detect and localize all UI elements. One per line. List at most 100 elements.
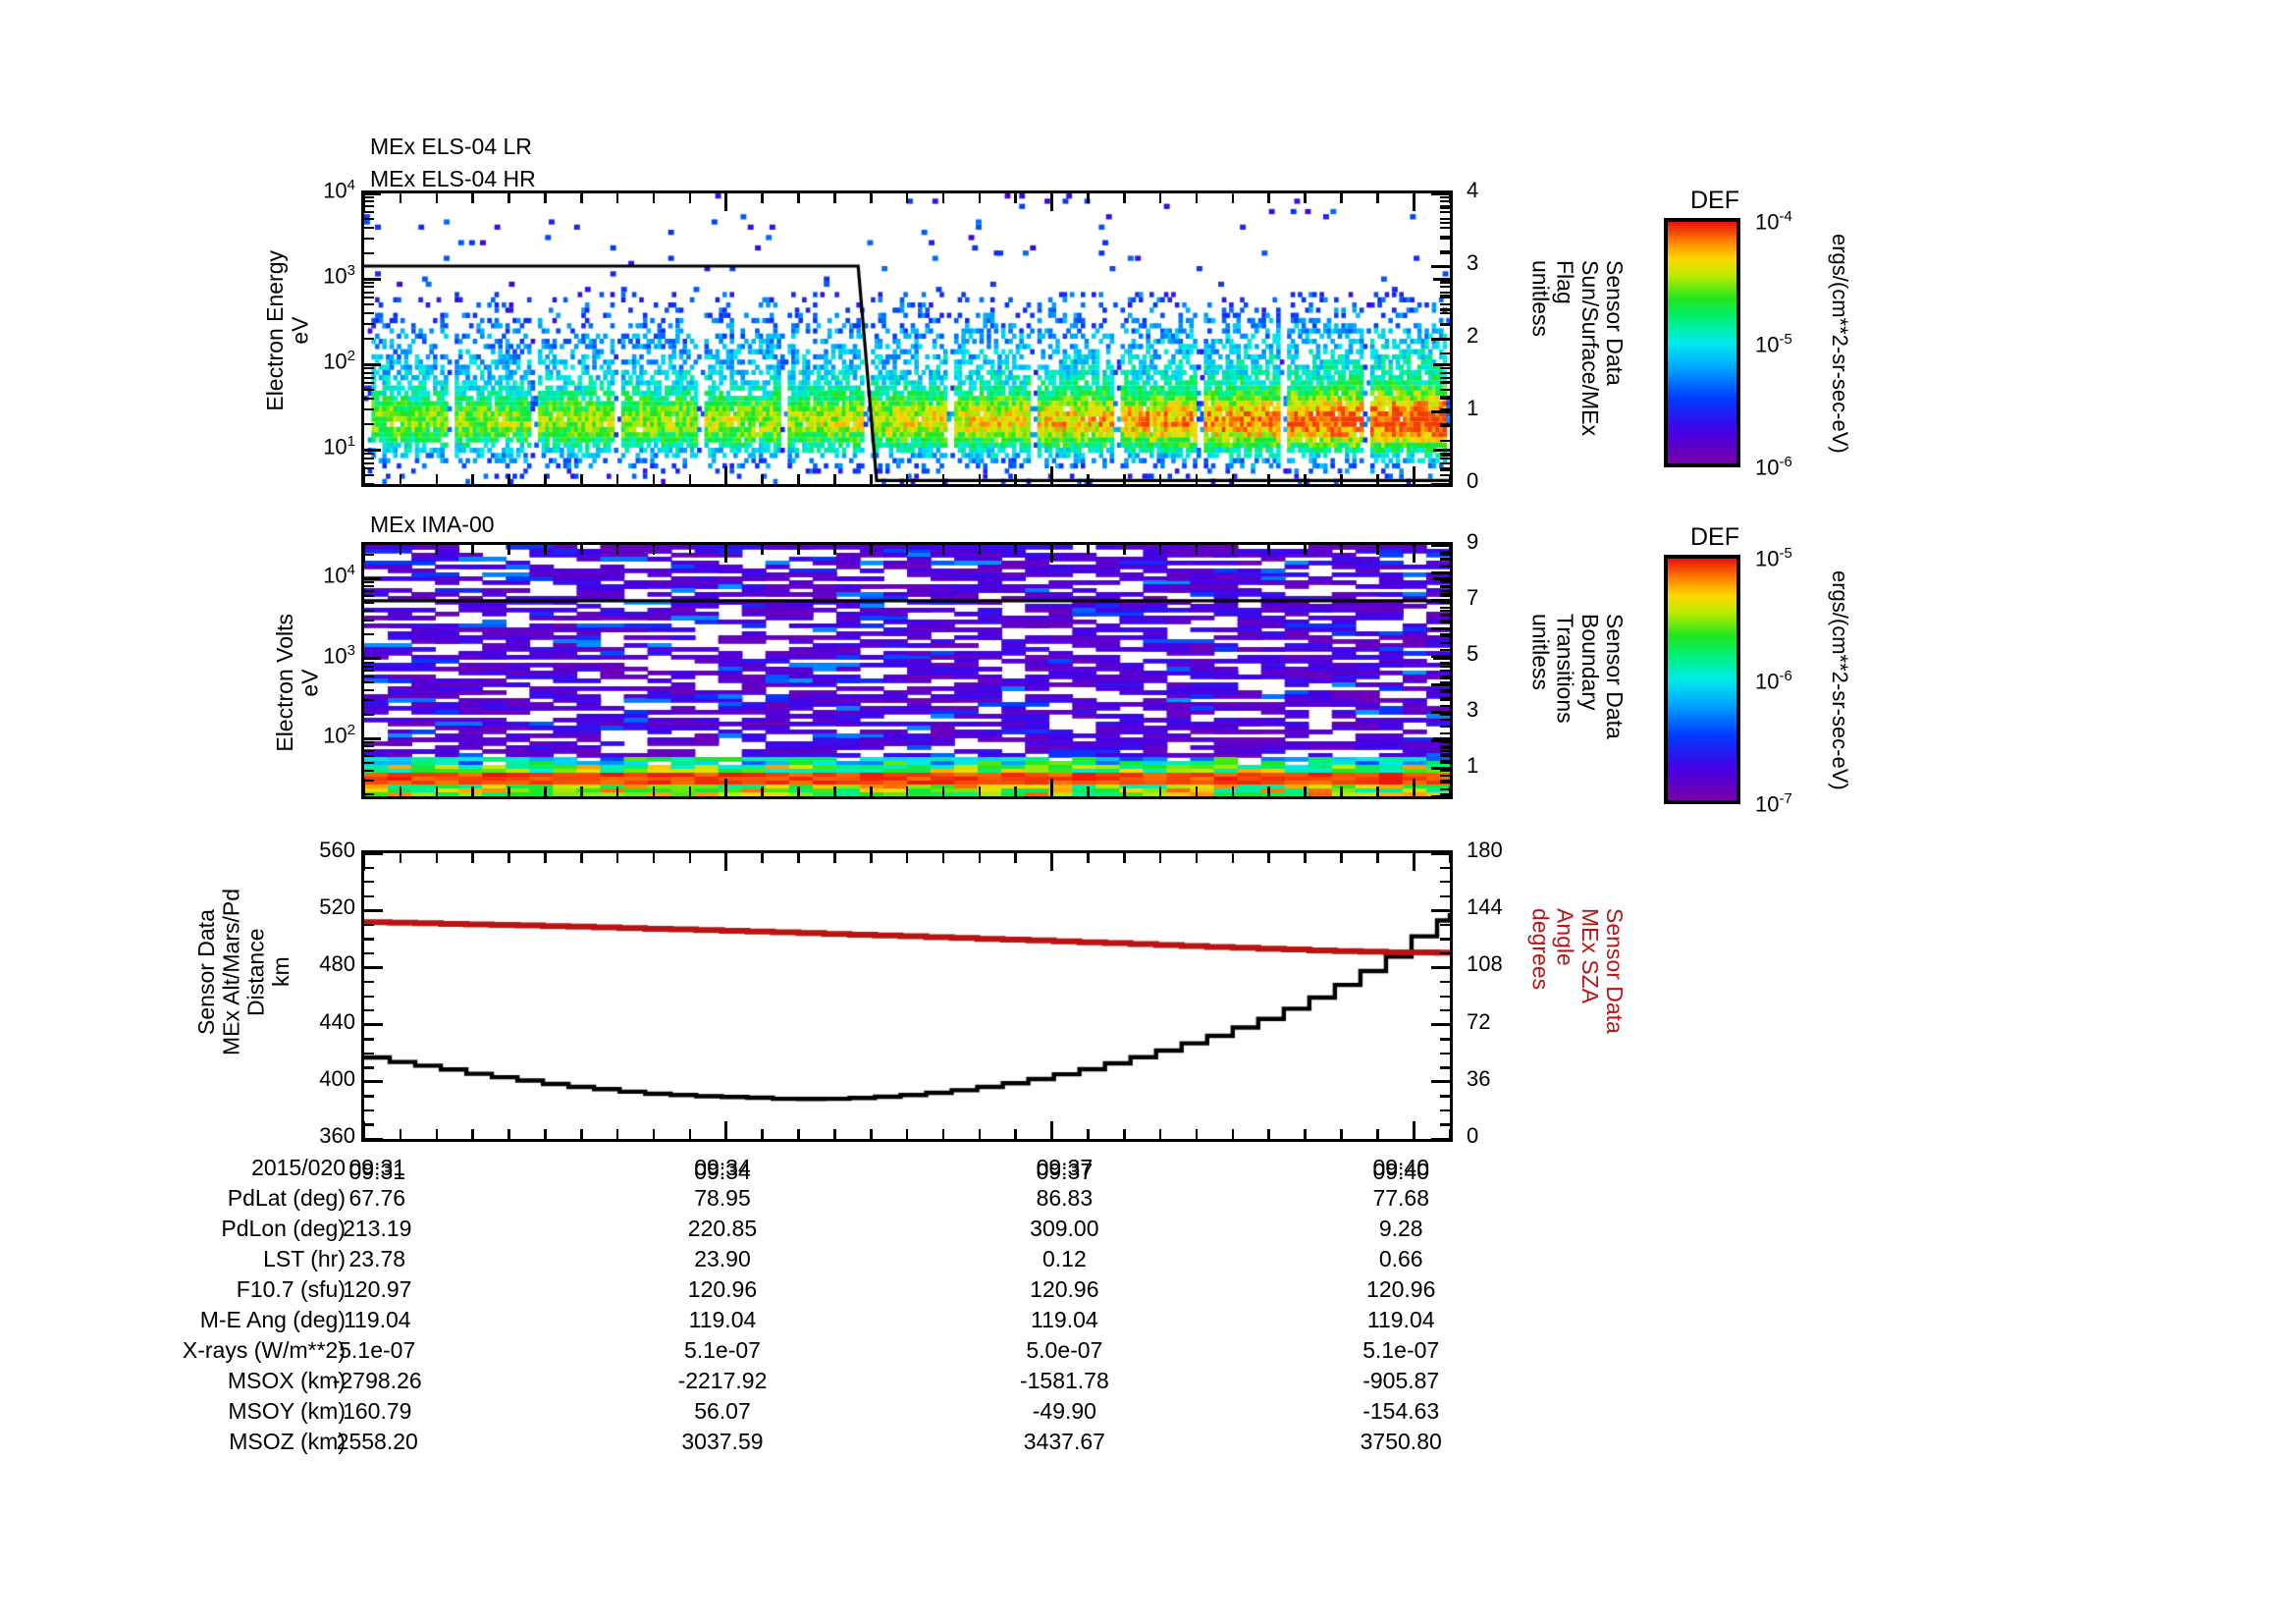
left-tick bbox=[361, 761, 374, 764]
table-cell: 213.19 bbox=[343, 1216, 412, 1241]
table-cell: 3437.67 bbox=[1023, 1429, 1105, 1454]
table-row-label: 2015/020 bbox=[251, 1155, 346, 1180]
panel-els-plot[interactable] bbox=[361, 190, 1453, 487]
x-tick-top bbox=[471, 853, 474, 863]
right-tick bbox=[1440, 697, 1453, 700]
left-tick bbox=[361, 553, 374, 556]
x-tick-top bbox=[833, 193, 836, 203]
x-tick-bottom bbox=[1376, 786, 1379, 796]
right-tick bbox=[1431, 682, 1453, 686]
table-row-label: X-rays (W/m**2) bbox=[182, 1337, 346, 1363]
x-tick-top bbox=[1158, 853, 1162, 863]
x-tick-bottom bbox=[1376, 1129, 1379, 1139]
x-tick-top bbox=[1267, 545, 1271, 555]
x-tick-top bbox=[580, 545, 583, 555]
left-tick bbox=[361, 713, 374, 716]
right-tick bbox=[1440, 1066, 1453, 1069]
x-tick-bottom bbox=[435, 786, 439, 796]
left-tick bbox=[361, 407, 374, 410]
right-tick bbox=[1440, 741, 1453, 744]
colorbar-1-title: DEF bbox=[1690, 187, 1739, 214]
left-tick bbox=[361, 461, 374, 464]
x-tick-bottom bbox=[1195, 1129, 1199, 1139]
right-tick-label: 4 bbox=[1467, 178, 1479, 202]
x-tick-top bbox=[1123, 193, 1126, 203]
x-tick-bottom bbox=[1340, 786, 1343, 796]
x-tick-bottom bbox=[905, 474, 909, 484]
x-tick-bottom bbox=[1050, 1121, 1053, 1139]
right-tick-label: 144 bbox=[1467, 894, 1503, 920]
right-tick-label: 180 bbox=[1467, 838, 1503, 862]
right-tick bbox=[1440, 769, 1453, 772]
table-cell: 119.04 bbox=[1031, 1307, 1098, 1332]
x-tick-top bbox=[1231, 853, 1235, 863]
right-tick bbox=[1440, 745, 1453, 748]
x-tick-top bbox=[580, 853, 583, 863]
x-tick-bottom bbox=[869, 474, 873, 484]
x-tick-top bbox=[978, 193, 982, 203]
table-cell: 2558.20 bbox=[336, 1429, 418, 1454]
x-tick-top bbox=[615, 193, 619, 203]
left-tick bbox=[361, 741, 374, 744]
right-tick bbox=[1440, 713, 1453, 716]
right-tick bbox=[1440, 286, 1453, 289]
right-tick bbox=[1440, 793, 1453, 796]
right-tick bbox=[1431, 1137, 1453, 1141]
right-tick bbox=[1431, 191, 1453, 195]
right-tick bbox=[1440, 279, 1453, 283]
x-tick-bottom bbox=[652, 1129, 656, 1139]
x-tick-bottom bbox=[833, 1129, 836, 1139]
right-tick bbox=[1440, 662, 1453, 666]
left-tick bbox=[361, 779, 374, 782]
x-tick-bottom bbox=[1050, 466, 1053, 484]
x-tick-bottom bbox=[1412, 779, 1415, 796]
x-tick-top bbox=[399, 853, 402, 863]
colorbar-2-title: DEF bbox=[1690, 523, 1739, 551]
right-tick bbox=[1440, 381, 1453, 384]
right-tick bbox=[1431, 965, 1453, 969]
left-tick bbox=[361, 467, 374, 470]
left-tick bbox=[361, 661, 374, 664]
panel-alt-plot[interactable] bbox=[361, 850, 1453, 1142]
x-tick-bottom bbox=[1267, 786, 1271, 796]
colorbar-1-bottom-label: 10-6 bbox=[1755, 454, 1792, 480]
right-tick bbox=[1440, 951, 1453, 955]
x-tick-top bbox=[1050, 853, 1053, 871]
table-cell: 09:34 bbox=[694, 1155, 751, 1180]
table-row-label: PdLon (deg) bbox=[221, 1216, 346, 1241]
table-cell: 56.07 bbox=[694, 1398, 751, 1424]
x-tick-top bbox=[1123, 545, 1126, 555]
x-tick-top bbox=[1304, 545, 1307, 555]
x-tick-bottom bbox=[761, 786, 764, 796]
right-tick bbox=[1440, 468, 1453, 471]
x-tick-bottom bbox=[797, 1129, 800, 1139]
right-tick-label: 1 bbox=[1467, 752, 1479, 778]
right-tick-label: 5 bbox=[1467, 640, 1479, 666]
panel-ima-plot[interactable] bbox=[361, 542, 1453, 799]
x-tick-bottom bbox=[1412, 466, 1415, 484]
x-tick-top bbox=[1376, 193, 1379, 203]
right-tick bbox=[1440, 753, 1453, 756]
x-tick-bottom bbox=[362, 1121, 366, 1139]
left-tick bbox=[361, 965, 383, 969]
right-tick-label: 36 bbox=[1467, 1065, 1491, 1091]
x-tick-top bbox=[1340, 545, 1343, 555]
table-cell: 77.68 bbox=[1372, 1185, 1429, 1211]
table-cell: 119.04 bbox=[343, 1307, 411, 1332]
x-tick-bottom bbox=[1448, 1129, 1452, 1139]
left-tick bbox=[361, 422, 374, 425]
x-tick-top bbox=[652, 853, 656, 863]
x-tick-bottom bbox=[869, 1129, 873, 1139]
x-tick-bottom bbox=[941, 786, 945, 796]
left-tick bbox=[361, 389, 374, 392]
right-tick-label: 2 bbox=[1467, 323, 1479, 348]
x-tick-top bbox=[941, 193, 945, 203]
x-tick-top bbox=[1158, 193, 1162, 203]
x-tick-bottom bbox=[399, 786, 402, 796]
x-tick-label: 09:31 bbox=[348, 1159, 406, 1184]
right-tick bbox=[1433, 736, 1453, 740]
right-tick bbox=[1440, 589, 1453, 592]
x-tick-top bbox=[761, 193, 764, 203]
left-tick bbox=[361, 736, 381, 740]
x-tick-bottom bbox=[1412, 1121, 1415, 1139]
